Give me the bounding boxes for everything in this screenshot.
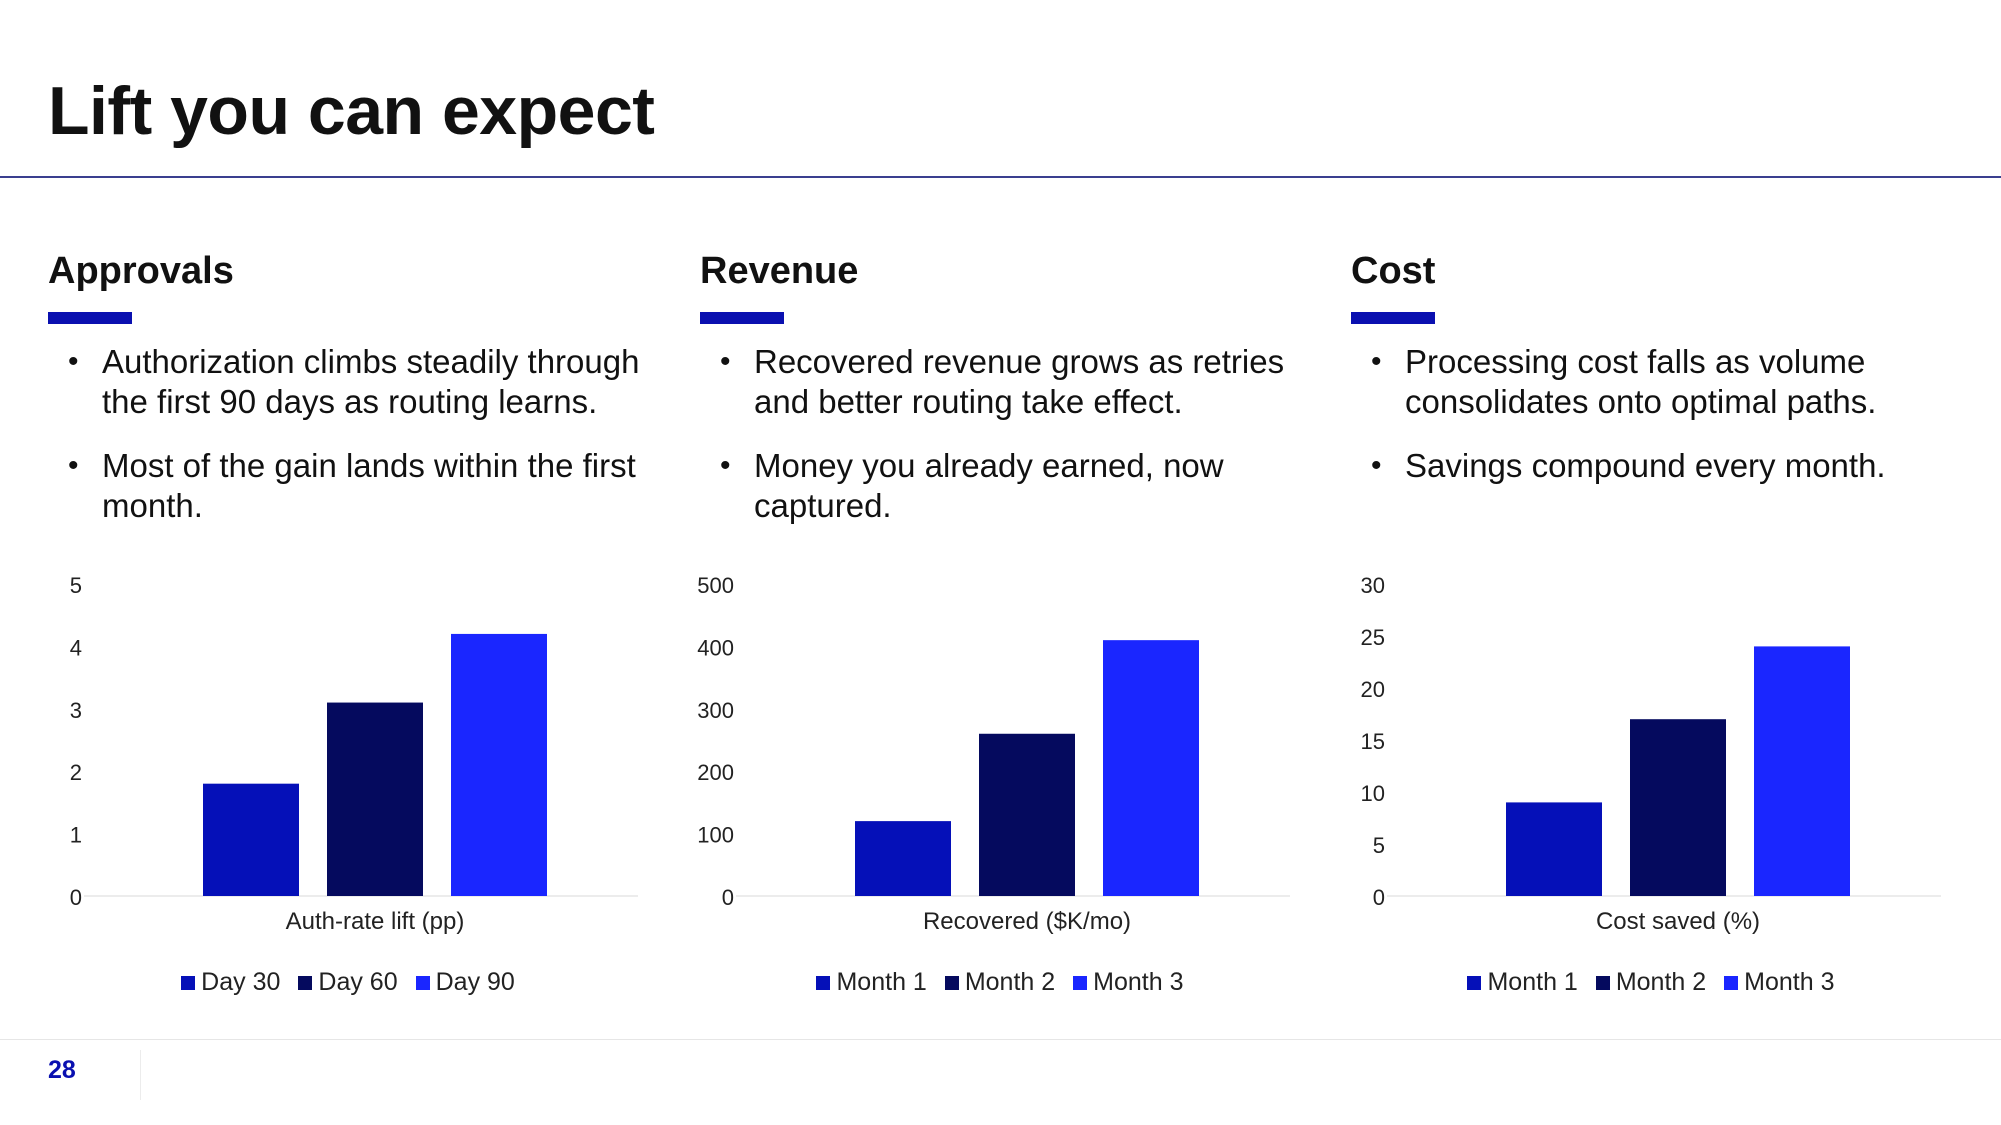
bullet-item: Savings compound every month. [1351, 446, 1951, 486]
legend-label: Month 1 [836, 968, 927, 996]
legend-item: Month 3 [1073, 968, 1184, 997]
cost-bar-chart: 0 5 10 15 20 25 30 Cost saved (%) [1361, 573, 1941, 935]
legend-item: Month 1 [1467, 968, 1578, 997]
bar [203, 783, 299, 896]
legend-item: Month 3 [1724, 968, 1835, 997]
panel-cost: Cost Processing cost falls as volume con… [1351, 250, 1951, 1020]
legend-swatch [181, 975, 196, 990]
bar [451, 633, 547, 896]
x-category-label: Auth-rate lift (pp) [286, 908, 465, 935]
x-category-label: Cost saved (%) [1596, 908, 1760, 935]
y-tick-label: 400 [697, 635, 734, 660]
legend-swatch [1467, 975, 1482, 990]
chart-legend: Month 1 Month 2 Month 3 [700, 968, 1300, 997]
legend-label: Month 1 [1487, 968, 1578, 996]
legend-item: Day 30 [181, 968, 280, 997]
legend-swatch [415, 975, 430, 990]
y-tick-label: 2 [70, 760, 82, 785]
bullet-item: Recovered revenue grows as retries and b… [700, 342, 1300, 422]
y-tick-label: 25 [1361, 625, 1385, 650]
bullet-list: Recovered revenue grows as retries and b… [700, 342, 1300, 550]
panel-heading: Cost [1351, 250, 1436, 292]
y-tick-label: 100 [697, 823, 734, 848]
legend-label: Day 30 [201, 968, 281, 996]
footer-divider [0, 1039, 2001, 1040]
bar [1754, 646, 1850, 896]
chart-legend: Day 30 Day 60 Day 90 [48, 968, 648, 997]
heading-underline [1351, 312, 1435, 324]
legend-label: Day 90 [435, 968, 515, 996]
bullet-list: Authorization climbs steadily through th… [48, 342, 648, 550]
bar [1103, 640, 1199, 896]
legend-label: Month 2 [1615, 968, 1707, 996]
y-tick-label: 0 [722, 885, 734, 910]
legend-item: Day 60 [298, 968, 398, 997]
heading-underline [700, 312, 784, 324]
legend-label: Month 3 [1744, 968, 1835, 996]
y-tick-label: 15 [1361, 729, 1385, 754]
y-tick-label: 30 [1361, 573, 1385, 598]
revenue-bar-chart: 0 100 200 300 400 500 Recovered ($K/mo) [697, 573, 1290, 935]
bullet-item: Authorization climbs steadily through th… [48, 342, 648, 422]
heading-underline [48, 312, 132, 324]
panel-heading: Approvals [48, 250, 234, 292]
legend-label: Day 60 [318, 968, 398, 996]
y-tick-label: 5 [70, 573, 82, 598]
y-tick-label: 5 [1373, 833, 1385, 858]
panel-approvals: Approvals Authorization climbs steadily … [48, 250, 648, 1020]
y-tick-label: 3 [70, 698, 82, 723]
bar [1506, 802, 1602, 896]
legend-swatch [1724, 975, 1739, 990]
bar [979, 733, 1075, 896]
page-number: 28 [48, 1056, 76, 1084]
title-divider [0, 176, 2001, 178]
chart-legend: Month 1 Month 2 Month 3 [1351, 968, 1951, 997]
y-tick-label: 0 [70, 885, 82, 910]
bullet-list: Processing cost falls as volume consolid… [1351, 342, 1951, 510]
legend-swatch [1595, 975, 1610, 990]
slide-title: Lift you can expect [48, 73, 655, 149]
y-tick-label: 300 [697, 698, 734, 723]
panel-heading: Revenue [700, 250, 859, 292]
panel-revenue: Revenue Recovered revenue grows as retri… [697, 250, 1300, 1020]
bullet-item: Money you already earned, now captured. [700, 446, 1300, 526]
approvals-bar-chart: 0 1 2 3 4 5 Auth-rate lift (pp) [70, 573, 638, 935]
footer-separator [140, 1050, 141, 1100]
y-tick-label: 500 [697, 573, 734, 598]
bullet-item: Most of the gain lands within the first … [48, 446, 648, 526]
bar [1630, 719, 1726, 896]
y-tick-label: 1 [70, 823, 82, 848]
legend-item: Month 2 [944, 968, 1056, 997]
legend-label: Month 3 [1093, 968, 1184, 996]
legend-swatch [816, 975, 831, 990]
bar [855, 821, 951, 896]
legend-label: Month 2 [964, 968, 1056, 996]
legend-swatch [1073, 975, 1088, 990]
y-tick-label: 4 [70, 635, 82, 660]
x-category-label: Recovered ($K/mo) [923, 908, 1131, 935]
bar [327, 702, 423, 896]
y-tick-label: 0 [1373, 885, 1385, 910]
y-tick-label: 200 [697, 760, 734, 785]
y-tick-label: 10 [1361, 781, 1385, 806]
legend-swatch [298, 975, 313, 990]
legend-item: Month 2 [1595, 968, 1707, 997]
y-tick-label: 20 [1361, 677, 1385, 702]
bullet-item: Processing cost falls as volume consolid… [1351, 342, 1951, 422]
legend-item: Month 1 [816, 968, 927, 997]
legend-item: Day 90 [415, 968, 515, 997]
legend-swatch [944, 975, 959, 990]
